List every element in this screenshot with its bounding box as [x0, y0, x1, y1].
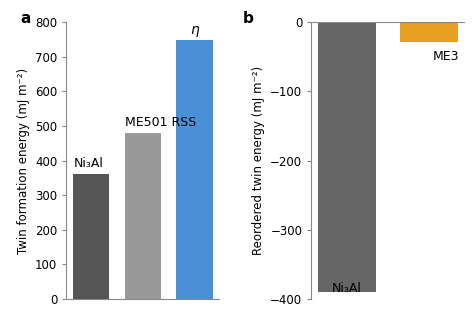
Text: η: η [190, 23, 199, 37]
Text: Ni₃Al: Ni₃Al [73, 156, 103, 169]
Bar [176, 39, 212, 299]
Text: ME501 RSS: ME501 RSS [125, 116, 196, 129]
Text: ME3: ME3 [433, 50, 459, 63]
Bar [73, 174, 109, 299]
Y-axis label: Twin formation energy (mJ m⁻²): Twin formation energy (mJ m⁻²) [17, 67, 29, 254]
Text: a: a [20, 11, 31, 26]
Y-axis label: Reordered twin energy (mJ m⁻²): Reordered twin energy (mJ m⁻²) [252, 66, 264, 255]
Text: b: b [243, 11, 253, 26]
Bar [125, 133, 161, 299]
Bar [400, 22, 457, 42]
Text: Ni₃Al: Ni₃Al [332, 282, 362, 295]
Bar [319, 22, 376, 292]
